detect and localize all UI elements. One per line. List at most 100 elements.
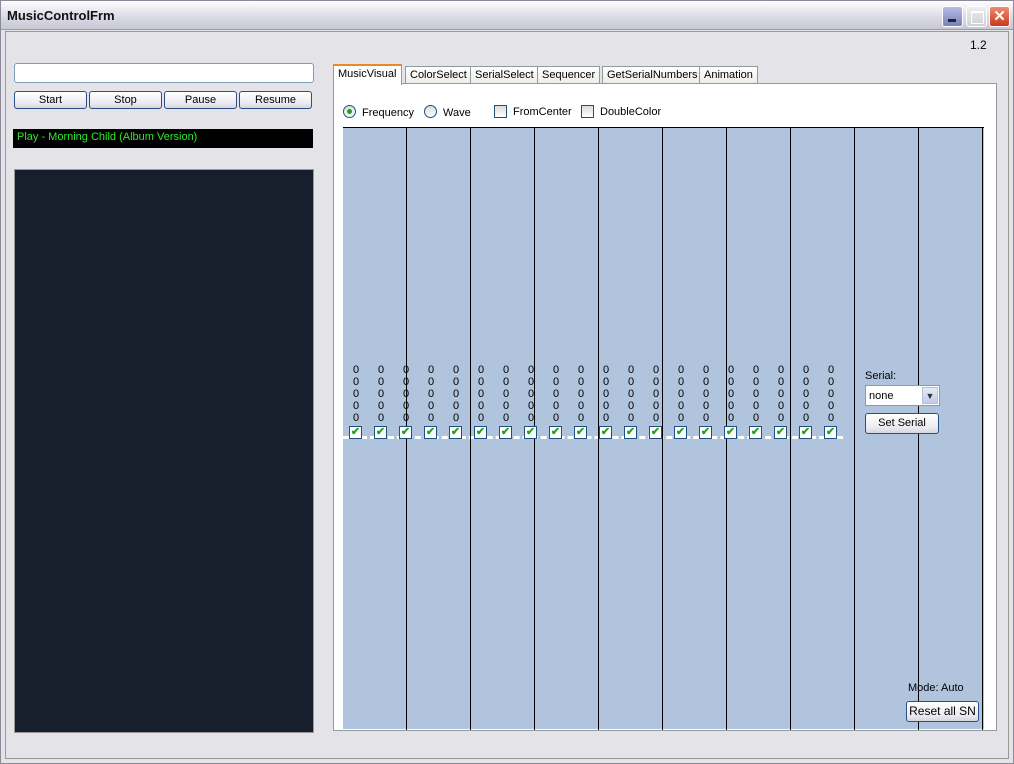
pause-button[interactable]: Pause xyxy=(164,91,237,109)
channel-3: 0 0 0 0 0 ✔ xyxy=(399,364,413,439)
channel-value: 0 xyxy=(727,388,735,400)
channel-value: 0 xyxy=(802,376,810,388)
channel-value: 0 xyxy=(577,412,585,424)
start-button[interactable]: Start xyxy=(14,91,87,109)
channel-value: 0 xyxy=(402,412,410,424)
close-button[interactable]: ✕ xyxy=(989,6,1010,27)
channel-value: 0 xyxy=(552,400,560,412)
title-bar: MusicControlFrm ✕ xyxy=(1,1,1013,30)
doublecolor-checkbox[interactable] xyxy=(581,105,594,118)
channel-checkbox[interactable]: ✔ xyxy=(824,426,837,439)
tab-musicvisual[interactable]: MusicVisual xyxy=(333,64,402,85)
wave-radio[interactable] xyxy=(424,105,437,118)
tab-animation[interactable]: Animation xyxy=(699,66,758,84)
channel-checkbox[interactable]: ✔ xyxy=(599,426,612,439)
stop-button[interactable]: Stop xyxy=(89,91,162,109)
channel-value: 0 xyxy=(652,412,660,424)
maximize-button[interactable] xyxy=(966,6,987,27)
channel-value: 0 xyxy=(502,376,510,388)
channel-value: 0 xyxy=(577,376,585,388)
set-serial-button[interactable]: Set Serial xyxy=(865,413,939,434)
channel-6: 0 0 0 0 0 ✔ xyxy=(474,364,488,439)
resume-button[interactable]: Resume xyxy=(239,91,312,109)
frequency-radio[interactable] xyxy=(343,105,356,118)
file-input[interactable] xyxy=(14,63,314,83)
channel-value: 0 xyxy=(627,376,635,388)
channel-checkbox[interactable]: ✔ xyxy=(574,426,587,439)
grid-divider xyxy=(598,128,599,730)
channel-checkbox[interactable]: ✔ xyxy=(424,426,437,439)
reset-all-sn-button[interactable]: Reset all SN xyxy=(906,701,979,722)
channel-value: 0 xyxy=(527,412,535,424)
serial-dropdown[interactable]: none ▼ xyxy=(865,385,940,406)
channel-checkbox[interactable]: ✔ xyxy=(524,426,537,439)
channel-value: 0 xyxy=(652,364,660,376)
channel-16: 0 0 0 0 0 ✔ xyxy=(724,364,738,439)
channel-value: 0 xyxy=(627,400,635,412)
channel-checkbox[interactable]: ✔ xyxy=(724,426,737,439)
channel-checkbox[interactable]: ✔ xyxy=(549,426,562,439)
serial-value: none xyxy=(869,390,894,402)
channel-value: 0 xyxy=(602,376,610,388)
channel-grid: 0 0 0 0 0 ✔ 0 0 0 0 0 ✔ 0 0 0 0 0 ✔ 0 0 0 0 0 ✔ 0 0 0 0 0 ✔ 0 0 0 0 0 ✔ 0 0 0 0… xyxy=(343,127,984,730)
minimize-button[interactable] xyxy=(942,6,963,27)
channel-value: 0 xyxy=(702,412,710,424)
channel-value: 0 xyxy=(402,364,410,376)
channel-checkbox[interactable]: ✔ xyxy=(399,426,412,439)
channel-value: 0 xyxy=(352,388,360,400)
channel-value: 0 xyxy=(452,412,460,424)
channel-checkbox[interactable]: ✔ xyxy=(674,426,687,439)
channel-value: 0 xyxy=(477,400,485,412)
channel-checkbox[interactable]: ✔ xyxy=(774,426,787,439)
fromcenter-checkbox[interactable] xyxy=(494,105,507,118)
client-area xyxy=(5,31,1009,759)
channel-value: 0 xyxy=(827,400,835,412)
channel-1: 0 0 0 0 0 ✔ xyxy=(349,364,363,439)
channel-checkbox[interactable]: ✔ xyxy=(449,426,462,439)
channel-checkbox[interactable]: ✔ xyxy=(799,426,812,439)
grid-divider xyxy=(854,128,855,730)
channel-value: 0 xyxy=(627,364,635,376)
wave-label: Wave xyxy=(443,107,471,119)
channel-value: 0 xyxy=(802,388,810,400)
channel-checkbox[interactable]: ✔ xyxy=(349,426,362,439)
channel-value: 0 xyxy=(377,376,385,388)
tab-getserialnumbers[interactable]: GetSerialNumbers xyxy=(602,66,703,84)
channel-checkbox[interactable]: ✔ xyxy=(649,426,662,439)
channel-value: 0 xyxy=(777,364,785,376)
channel-value: 0 xyxy=(677,400,685,412)
channel-checkbox[interactable]: ✔ xyxy=(499,426,512,439)
channel-value: 0 xyxy=(802,364,810,376)
channel-checkbox[interactable]: ✔ xyxy=(474,426,487,439)
channel-value: 0 xyxy=(527,364,535,376)
channel-checkbox[interactable]: ✔ xyxy=(374,426,387,439)
channel-value: 0 xyxy=(552,376,560,388)
channel-value: 0 xyxy=(502,388,510,400)
channel-4: 0 0 0 0 0 ✔ xyxy=(424,364,438,439)
tab-colorselect[interactable]: ColorSelect xyxy=(405,66,472,84)
channel-19: 0 0 0 0 0 ✔ xyxy=(799,364,813,439)
channel-8: 0 0 0 0 0 ✔ xyxy=(524,364,538,439)
channel-14: 0 0 0 0 0 ✔ xyxy=(674,364,688,439)
channel-value: 0 xyxy=(752,412,760,424)
channel-checkbox[interactable]: ✔ xyxy=(699,426,712,439)
channel-value: 0 xyxy=(427,364,435,376)
channel-value: 0 xyxy=(377,364,385,376)
channel-value: 0 xyxy=(527,376,535,388)
tab-sequencer[interactable]: Sequencer xyxy=(537,66,601,84)
channel-value: 0 xyxy=(452,400,460,412)
channel-checkbox[interactable]: ✔ xyxy=(749,426,762,439)
channel-value: 0 xyxy=(652,376,660,388)
tab-serialselect[interactable]: SerialSelect xyxy=(470,66,539,84)
channel-18: 0 0 0 0 0 ✔ xyxy=(774,364,788,439)
fromcenter-label: FromCenter xyxy=(513,106,572,118)
channel-value: 0 xyxy=(352,412,360,424)
channel-checkbox[interactable]: ✔ xyxy=(624,426,637,439)
channel-value: 0 xyxy=(427,412,435,424)
channel-value: 0 xyxy=(752,376,760,388)
channel-value: 0 xyxy=(427,400,435,412)
chevron-down-icon[interactable]: ▼ xyxy=(922,387,938,404)
channel-value: 0 xyxy=(502,400,510,412)
channel-value: 0 xyxy=(802,400,810,412)
channel-value: 0 xyxy=(777,412,785,424)
